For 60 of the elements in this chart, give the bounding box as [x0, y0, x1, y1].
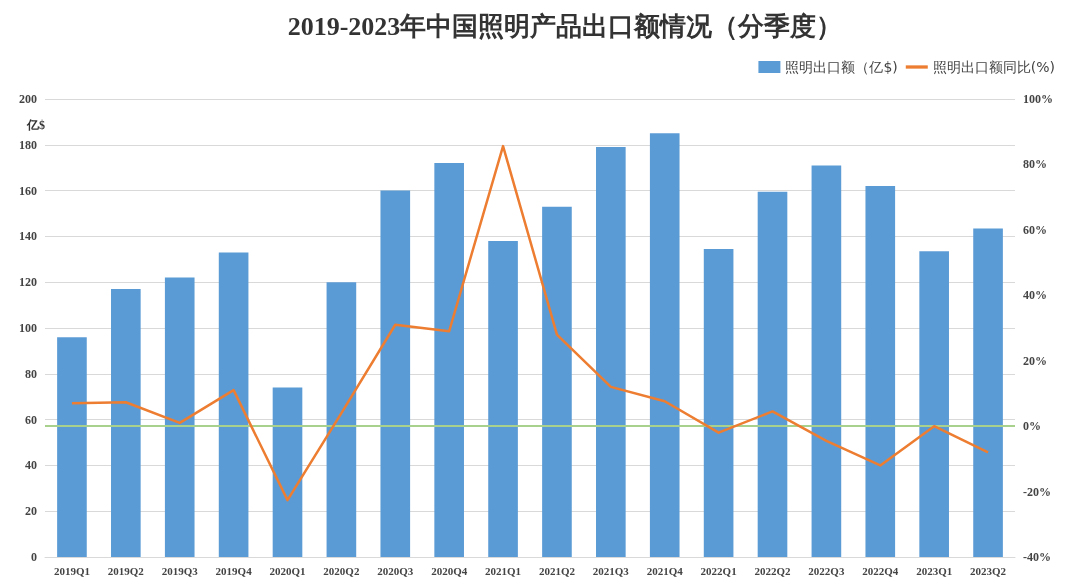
- bar: [703, 249, 734, 557]
- x-tick-label: 2019Q1: [53, 564, 90, 577]
- x-tick-label: 2020Q1: [269, 564, 306, 577]
- y2-tick-label: -40%: [1023, 550, 1051, 564]
- bar: [649, 133, 680, 557]
- y2-tick-label: 40%: [1023, 288, 1047, 303]
- x-tick-label: 2020Q3: [377, 564, 414, 577]
- x-tick-label: 2019Q3: [161, 564, 199, 577]
- y-tick-label: 140: [19, 229, 37, 244]
- bar: [973, 228, 1003, 557]
- x-tick-label: 2022Q1: [700, 564, 737, 577]
- bar: [164, 277, 195, 557]
- line-series: [70, 144, 990, 502]
- y2-tick-label: 0%: [1023, 419, 1041, 434]
- y-tick-label: 40: [25, 458, 37, 473]
- bar: [596, 147, 626, 557]
- x-tick-label: 2023Q1: [916, 564, 953, 577]
- bar: [542, 206, 572, 557]
- bar: [919, 251, 949, 557]
- x-tick-label: 2021Q4: [646, 564, 684, 577]
- x-tick-label: 2019Q4: [215, 564, 253, 577]
- bar: [111, 289, 141, 557]
- bar: [272, 387, 303, 557]
- y2-tick-label: 20%: [1023, 353, 1047, 368]
- x-tick-label: 2022Q2: [754, 564, 792, 577]
- chart-title: 2019-2023年中国照明产品出口额情况（分季度）: [287, 11, 843, 41]
- x-tick-label: 2020Q2: [323, 564, 360, 577]
- bar: [811, 165, 842, 557]
- bar: [757, 191, 788, 557]
- bar: [488, 240, 518, 557]
- y-tick-label: 120: [19, 275, 37, 290]
- legend-label: 照明出口额（亿$): [785, 59, 898, 75]
- x-tick-label: 2022Q3: [808, 564, 845, 577]
- x-tick-label: 2021Q2: [538, 564, 576, 577]
- y-tick-label: 0: [31, 550, 37, 564]
- y-axis-title: 亿$: [26, 118, 45, 132]
- y2-tick-label: 60%: [1023, 222, 1047, 237]
- y-tick-label: 160: [19, 183, 37, 198]
- x-tick-label: 2020Q4: [431, 564, 468, 577]
- x-tick-label: 2021Q1: [485, 564, 522, 577]
- x-tick-label: 2023Q2: [970, 564, 1007, 577]
- y-tick-label: 60: [25, 412, 37, 427]
- y-tick-label: 20: [25, 504, 37, 519]
- y-tick-label: 180: [19, 137, 37, 152]
- legend-label: 照明出口额同比(%): [932, 59, 1056, 75]
- y2-tick-label: -20%: [1023, 484, 1051, 499]
- x-tick-label: 2019Q2: [107, 564, 145, 577]
- x-tick-label: 2021Q3: [592, 564, 630, 577]
- bar: [218, 252, 249, 557]
- bar: [380, 190, 411, 557]
- bar: [326, 282, 357, 557]
- y-tick-label: 200: [19, 92, 37, 106]
- bar: [865, 186, 896, 557]
- bar: [57, 337, 87, 557]
- y2-tick-label: 100%: [1023, 92, 1053, 106]
- y2-tick-label: 80%: [1023, 157, 1047, 172]
- y-tick-label: 80: [25, 366, 37, 381]
- bar: [434, 163, 464, 557]
- y-tick-label: 100: [19, 321, 37, 335]
- x-tick-label: 2022Q4: [862, 564, 899, 577]
